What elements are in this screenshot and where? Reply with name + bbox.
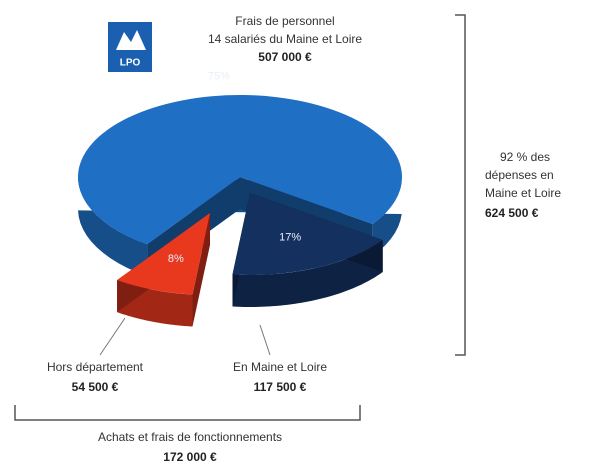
amount-label: 54 500 € <box>72 380 119 394</box>
bracket <box>455 14 466 356</box>
category-label: En Maine et Loire <box>233 360 327 374</box>
slice <box>117 213 210 295</box>
bracket-label: Maine et Loire <box>485 186 561 200</box>
slice <box>232 193 383 275</box>
amount-label: 117 500 € <box>254 380 307 394</box>
value-label: 17% <box>279 232 301 244</box>
slice <box>78 95 403 245</box>
category-note: 14 salariés du Maine et Loire <box>208 32 362 46</box>
bracket-label: 92 % des <box>500 150 550 164</box>
slice-side <box>232 240 383 307</box>
bracket-label: dépenses en <box>485 168 554 182</box>
bracket-amount: 172 000 € <box>163 450 217 464</box>
logo-bird <box>116 30 146 50</box>
category-label: Frais de personnel <box>235 14 334 28</box>
bracket-amount: 624 500 € <box>485 206 539 220</box>
value-label: 8% <box>168 253 184 265</box>
value-label: 75% <box>208 70 230 82</box>
slice-group: 8% <box>117 213 210 327</box>
category-label: Hors département <box>47 360 144 374</box>
bracket <box>14 405 361 421</box>
logo-text: LPO <box>120 58 141 69</box>
leader-line <box>259 324 271 356</box>
leader-line <box>99 317 126 356</box>
bracket-label: Achats et frais de fonctionnements <box>98 430 282 444</box>
slice-group: 17% <box>232 193 383 307</box>
pie: 75% 17% 8% <box>78 70 403 327</box>
amount-label: 507 000 € <box>258 50 312 64</box>
logo: LPO <box>108 22 152 72</box>
